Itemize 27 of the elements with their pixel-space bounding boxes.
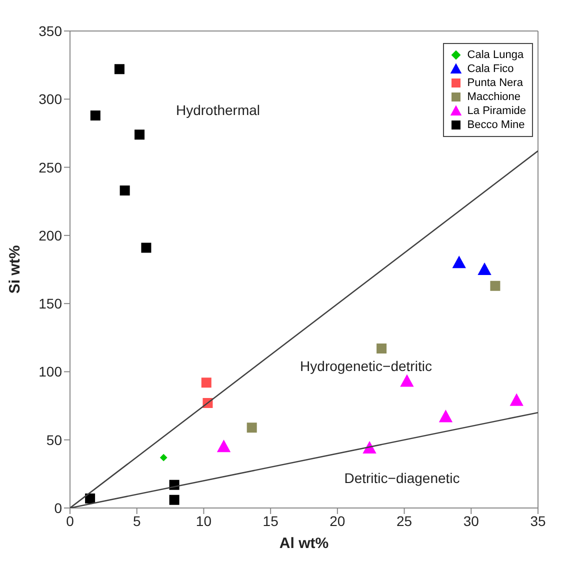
y-tick-label: 100 — [38, 364, 62, 380]
x-tick-label: 5 — [132, 512, 141, 529]
legend-label: Macchione — [467, 90, 520, 104]
x-tick-label: 10 — [196, 512, 212, 529]
y-tick-label: 250 — [38, 159, 62, 176]
y-tick-label: 300 — [38, 91, 62, 108]
y-tick-label: 200 — [38, 227, 62, 244]
legend-label: Becco Mine — [467, 118, 525, 132]
x-tick-label: 15 — [262, 512, 279, 529]
x-tick-label: 35 — [530, 512, 546, 529]
annotation: Hydrogenetic−detritic — [300, 358, 432, 374]
x-tick-label: 20 — [330, 512, 346, 529]
y-tick-label: 0 — [54, 500, 62, 516]
y-tick-label: 150 — [38, 296, 62, 312]
y-tick-label: 50 — [46, 432, 62, 448]
y-tick-label: 350 — [38, 22, 62, 39]
legend-label: Cala Fico — [467, 62, 514, 76]
annotation: Detritic−diagenetic — [344, 470, 460, 486]
x-tick-label: 0 — [66, 512, 74, 529]
x-axis-title: Al wt% — [279, 535, 329, 552]
x-tick-label: 30 — [463, 512, 480, 529]
x-tick-label: 25 — [396, 512, 412, 529]
legend-label: Cala Lunga — [467, 48, 524, 62]
y-axis-title: Si wt% — [6, 245, 24, 294]
annotation: Hydrothermal — [176, 102, 260, 118]
legend-label: La Piramide — [467, 104, 526, 118]
legend-label: Punta Nera — [467, 76, 523, 90]
